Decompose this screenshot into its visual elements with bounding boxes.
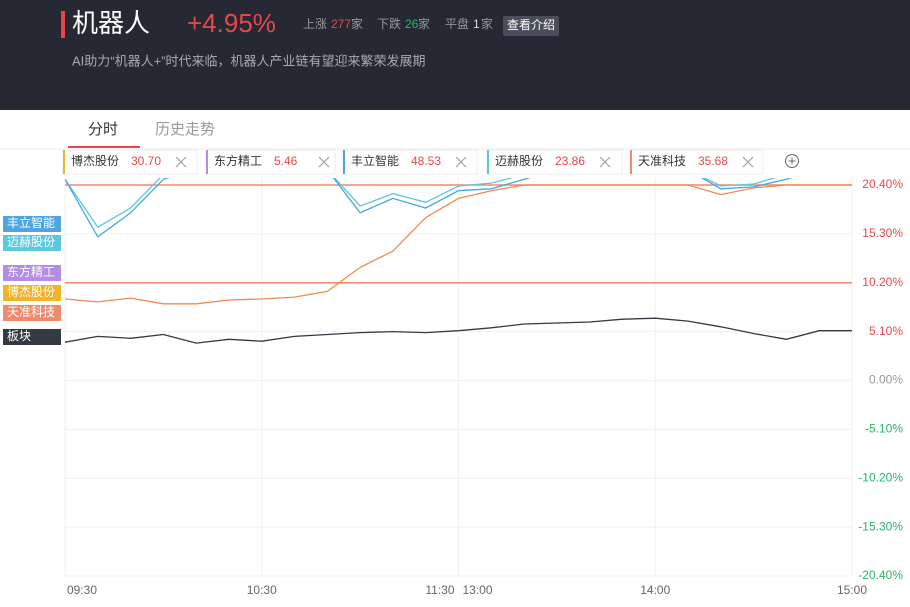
flat-label: 平盘 bbox=[445, 16, 469, 31]
chip-name: 丰立智能 bbox=[351, 153, 399, 168]
side-label-bg bbox=[3, 265, 61, 281]
intro-button[interactable] bbox=[503, 16, 559, 36]
series-line bbox=[65, 184, 852, 305]
title-bar bbox=[61, 11, 65, 38]
side-label-bg bbox=[3, 216, 61, 232]
x-tick-label: 11:30 bbox=[425, 583, 454, 597]
chip-price: 48.53 bbox=[411, 154, 441, 168]
chip-name: 天准科技 bbox=[638, 154, 686, 168]
y-tick-label: 15.30% bbox=[862, 226, 903, 240]
chip-name: 博杰股份 bbox=[71, 153, 119, 168]
side-label-bg bbox=[3, 285, 61, 301]
y-tick-label: -15.30% bbox=[858, 519, 903, 533]
chip-price: 35.68 bbox=[698, 154, 728, 168]
y-tick-label: 20.40% bbox=[862, 177, 903, 191]
up-label: 上涨 bbox=[303, 16, 327, 31]
x-tick-label: 10:30 bbox=[247, 583, 277, 597]
side-label: 东方精工 bbox=[7, 264, 55, 279]
chip-price: 5.46 bbox=[274, 154, 298, 168]
y-tick-label: -20.40% bbox=[858, 568, 903, 582]
tab[interactable]: 历史走势 bbox=[155, 121, 215, 138]
x-tick-label: 09:30 bbox=[67, 583, 97, 597]
series-line bbox=[65, 178, 777, 229]
side-label-bg bbox=[3, 235, 61, 251]
header-bg bbox=[0, 0, 910, 110]
change: +4.95% bbox=[187, 8, 276, 38]
chip[interactable] bbox=[629, 149, 764, 175]
chip[interactable] bbox=[342, 149, 478, 175]
chip-price: 30.70 bbox=[131, 154, 161, 168]
up-count: 277 bbox=[331, 17, 351, 31]
title: 机器人 bbox=[72, 8, 150, 38]
x-tick-label: 15:00 bbox=[837, 583, 867, 597]
tab[interactable]: 分时 bbox=[88, 121, 118, 138]
y-tick-label: 10.20% bbox=[862, 275, 903, 289]
chip-close[interactable] bbox=[318, 156, 330, 168]
plot bbox=[65, 178, 852, 344]
chip[interactable] bbox=[486, 149, 623, 175]
y-tick-label: -5.10% bbox=[865, 422, 903, 436]
y-tick-label: 0.00% bbox=[869, 373, 903, 387]
chip-color bbox=[487, 150, 489, 174]
y-tick-label: -10.20% bbox=[858, 470, 903, 484]
unit: 家 bbox=[418, 16, 430, 31]
chip-close[interactable] bbox=[599, 156, 611, 168]
unit: 家 bbox=[481, 16, 493, 31]
chip-close[interactable] bbox=[455, 156, 467, 168]
y-tick-label: 5.10% bbox=[869, 324, 903, 338]
flat-count: 1 bbox=[473, 17, 480, 31]
chip-name: 迈赫股份 bbox=[495, 154, 543, 168]
side-label: 丰立智能 bbox=[7, 215, 55, 230]
chip-name: 东方精工 bbox=[214, 153, 262, 168]
side-label-bg bbox=[3, 305, 61, 321]
side-label: 天准科技 bbox=[7, 305, 55, 319]
add-icon-plus bbox=[788, 157, 796, 165]
series-line bbox=[65, 178, 794, 238]
tab-underline bbox=[68, 146, 140, 148]
chip-color bbox=[206, 150, 208, 174]
down-label: 下跌 bbox=[377, 16, 401, 31]
chip-close[interactable] bbox=[175, 156, 187, 168]
intro-button-text[interactable]: 查看介绍 bbox=[507, 18, 555, 32]
chip-color bbox=[63, 150, 65, 174]
add-icon[interactable] bbox=[785, 154, 799, 168]
x-tick-label: 14:00 bbox=[640, 583, 670, 597]
chip-close[interactable] bbox=[742, 156, 754, 168]
side-label: 迈赫股份 bbox=[7, 235, 55, 249]
chip[interactable] bbox=[62, 149, 198, 175]
series-line bbox=[65, 317, 852, 344]
unit: 家 bbox=[351, 16, 363, 31]
chip-color bbox=[343, 150, 345, 174]
side-label-bg bbox=[3, 329, 61, 345]
x-tick-label: 13:00 bbox=[463, 583, 493, 597]
chip-color bbox=[630, 150, 632, 174]
subtitle: AI助力“机器人+”时代来临，机器人产业链有望迎来繁荣发展期 bbox=[72, 53, 426, 68]
down-count: 26 bbox=[405, 17, 419, 31]
side-label: 板块 bbox=[7, 329, 31, 343]
side-label: 博杰股份 bbox=[7, 284, 55, 299]
chip-price: 23.86 bbox=[555, 154, 585, 168]
